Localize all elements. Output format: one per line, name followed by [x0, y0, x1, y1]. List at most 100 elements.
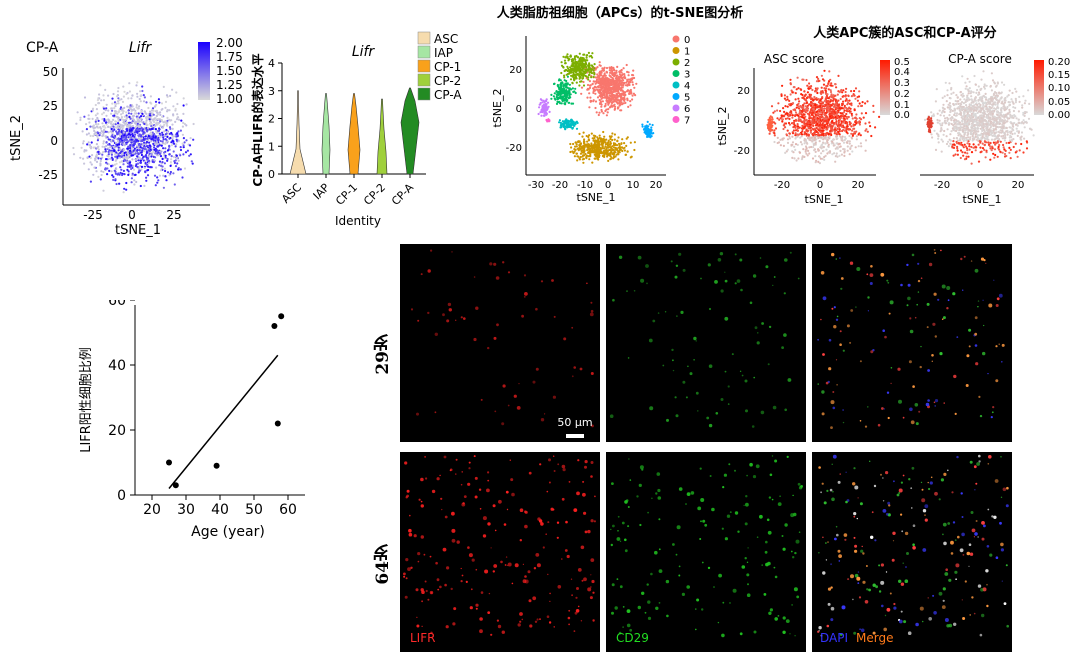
score-point	[810, 85, 813, 88]
score-point	[849, 122, 852, 125]
cluster-point	[614, 97, 617, 100]
cluster-point	[538, 106, 541, 109]
tsne-point	[190, 160, 193, 163]
score-point	[776, 117, 779, 120]
tsne-point	[153, 141, 156, 144]
tsne-point	[138, 149, 141, 152]
score-point	[805, 147, 808, 150]
score-point	[794, 129, 797, 132]
score-point	[844, 95, 847, 98]
tsne-point	[177, 130, 180, 133]
tsne-point	[121, 137, 124, 141]
cluster-point	[606, 90, 609, 93]
cluster-point	[615, 153, 618, 156]
cluster-point	[587, 155, 590, 158]
score-point	[808, 85, 811, 88]
cluster-point	[572, 90, 575, 93]
cluster-point	[558, 121, 561, 124]
score-point	[817, 97, 820, 101]
score-point	[951, 109, 954, 112]
tsne-point	[127, 145, 130, 148]
cluster-point	[582, 157, 585, 161]
cluster-point	[570, 58, 574, 61]
cluster-point	[592, 75, 595, 78]
tsne-point	[82, 142, 85, 145]
score-point	[825, 87, 828, 90]
score-point	[841, 107, 844, 110]
cluster-point	[608, 94, 611, 97]
tsne-point	[103, 118, 106, 121]
score-point	[820, 111, 823, 114]
tsne-point	[109, 146, 112, 149]
score-point	[773, 110, 776, 113]
cluster-point	[563, 59, 567, 62]
tsne-point	[116, 112, 119, 115]
tsne-point	[140, 151, 143, 154]
tsne-point	[185, 139, 188, 142]
cluster-point	[600, 105, 603, 108]
cluster-point	[601, 147, 604, 150]
cluster-point	[590, 71, 593, 74]
tsne-point	[98, 134, 101, 137]
tsne-point	[118, 152, 122, 155]
cluster-point	[599, 64, 602, 67]
cluster-point	[601, 145, 604, 148]
violin-iap	[321, 93, 331, 175]
legend-swatch	[672, 104, 680, 112]
score-point	[805, 118, 808, 121]
cluster-point	[574, 67, 577, 70]
cluster-point	[563, 79, 566, 82]
cpa-score-title: CP-A score	[948, 52, 1012, 66]
tsne-point	[172, 172, 175, 175]
x-tick-label: 10	[627, 180, 640, 191]
tsne-point	[110, 170, 113, 173]
score-point	[813, 136, 817, 139]
score-point	[791, 122, 794, 125]
score-point	[794, 114, 797, 118]
score-point	[809, 95, 812, 98]
tsne-point	[162, 138, 165, 141]
tsne-point	[103, 124, 106, 127]
score-point	[1011, 91, 1014, 95]
tsne-point	[182, 104, 185, 107]
score-point	[800, 143, 804, 146]
score-point	[848, 111, 852, 114]
score-point	[790, 112, 793, 115]
colorbar-tick: 0.4	[894, 67, 910, 78]
tsne-point	[97, 119, 100, 122]
tsne-point	[100, 130, 103, 133]
tsne-point	[89, 161, 92, 164]
tsne-point	[117, 97, 120, 100]
cluster-point	[578, 84, 581, 87]
score-point	[812, 146, 815, 149]
tsne-point	[131, 149, 134, 152]
score-point	[814, 113, 817, 116]
tsne-point	[131, 94, 134, 97]
tsne-point	[133, 179, 136, 182]
tsne-point	[132, 149, 135, 152]
score-point	[784, 105, 787, 108]
score-point	[864, 102, 867, 105]
tsne-point	[149, 110, 152, 113]
cluster-point	[602, 83, 605, 86]
tsne-point	[143, 122, 146, 126]
score-point	[770, 105, 774, 108]
tsne-point	[105, 158, 108, 161]
tsne-point	[159, 113, 162, 116]
tsne-point	[138, 129, 141, 132]
cluster-point	[584, 69, 587, 73]
tsne-point	[93, 166, 96, 169]
score-point	[812, 124, 815, 127]
cluster-point	[565, 122, 568, 125]
tsne-point	[174, 165, 178, 168]
score-point	[793, 119, 796, 122]
score-point	[989, 158, 992, 161]
cluster-point	[560, 64, 564, 67]
tsne-point	[127, 155, 130, 158]
cluster-point	[584, 152, 587, 156]
colorbar-tick: 0.2	[894, 89, 910, 100]
cluster-point	[631, 94, 634, 97]
tsne-point	[150, 166, 153, 169]
tsne-point	[163, 167, 166, 170]
score-point	[794, 148, 797, 151]
